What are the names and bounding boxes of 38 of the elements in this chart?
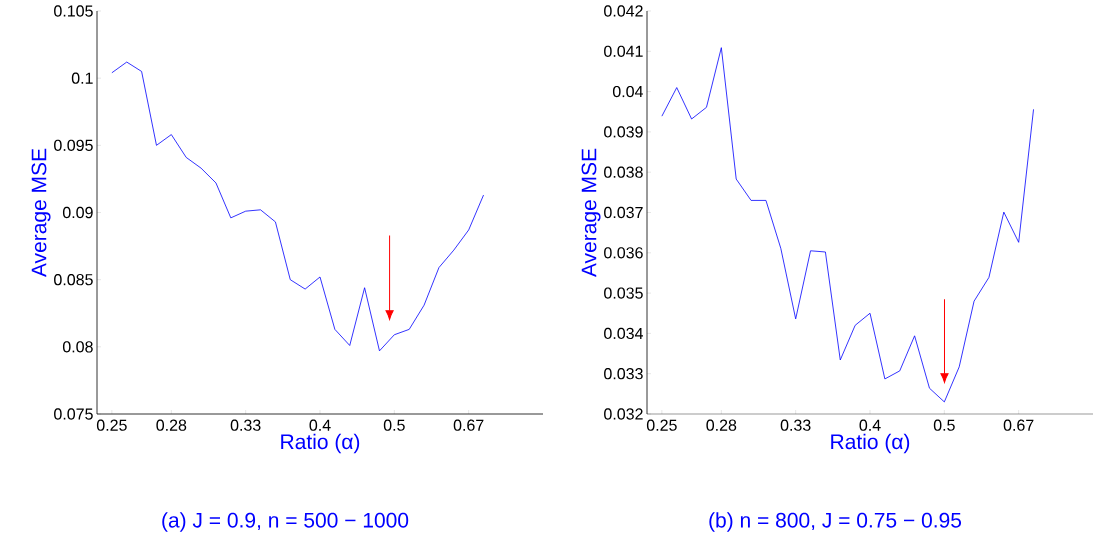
y-tick-label: 0.039 <box>604 126 643 138</box>
x-axis-title: Ratio (α) <box>281 433 360 454</box>
x-tick-label: 0.33 <box>230 419 261 431</box>
y-tick-label: 0.08 <box>62 341 93 353</box>
y-tick-label: 0.032 <box>604 408 643 420</box>
y-tick-label: 0.1 <box>71 72 93 84</box>
y-axis-title: Average MSE <box>581 148 601 278</box>
line-series <box>111 61 484 352</box>
y-tick-label: 0.038 <box>604 166 643 178</box>
text: (a) J = 0.9, n = 500 − 1000 <box>162 512 409 532</box>
y-tick-label: 0.075 <box>54 408 93 420</box>
y-tick-label: 0.036 <box>604 247 643 259</box>
y-tick-label: 0.095 <box>54 139 93 151</box>
y-tick-label: 0.037 <box>604 206 643 219</box>
x-tick-label: 0.33 <box>780 419 811 431</box>
y-axis-title: Average MSE <box>31 148 51 278</box>
x-tick-label: 0.28 <box>156 419 187 431</box>
x-tick-label: 0.4 <box>859 419 881 431</box>
y-tick-label: 0.033 <box>604 368 643 380</box>
y-tick-label: 0.042 <box>604 5 643 17</box>
x-tick-label: 0.25 <box>646 419 677 431</box>
y-tick-label: 0.09 <box>62 206 93 219</box>
x-axis-title: Ratio (α) <box>831 433 910 454</box>
x-tick-label: 0.4 <box>309 419 331 431</box>
x-tick-label: 0.67 <box>453 419 484 431</box>
x-tick-label: 0.5 <box>933 419 955 431</box>
x-tick-label: 0.67 <box>1003 419 1034 431</box>
y-tick-label: 0.105 <box>54 5 93 17</box>
x-tick-label: 0.25 <box>96 419 127 431</box>
y-tick-label: 0.035 <box>604 287 643 299</box>
y-tick-label: 0.04 <box>612 85 643 98</box>
y-tick-label: 0.034 <box>604 327 643 340</box>
text: (b) n = 800, J = 0.75 − 0.95 <box>709 512 962 532</box>
y-tick-label: 0.041 <box>604 45 643 57</box>
y-tick-label: 0.085 <box>54 274 93 286</box>
x-tick-label: 0.28 <box>706 419 737 431</box>
line-series <box>661 47 1034 403</box>
x-tick-label: 0.5 <box>383 419 405 431</box>
